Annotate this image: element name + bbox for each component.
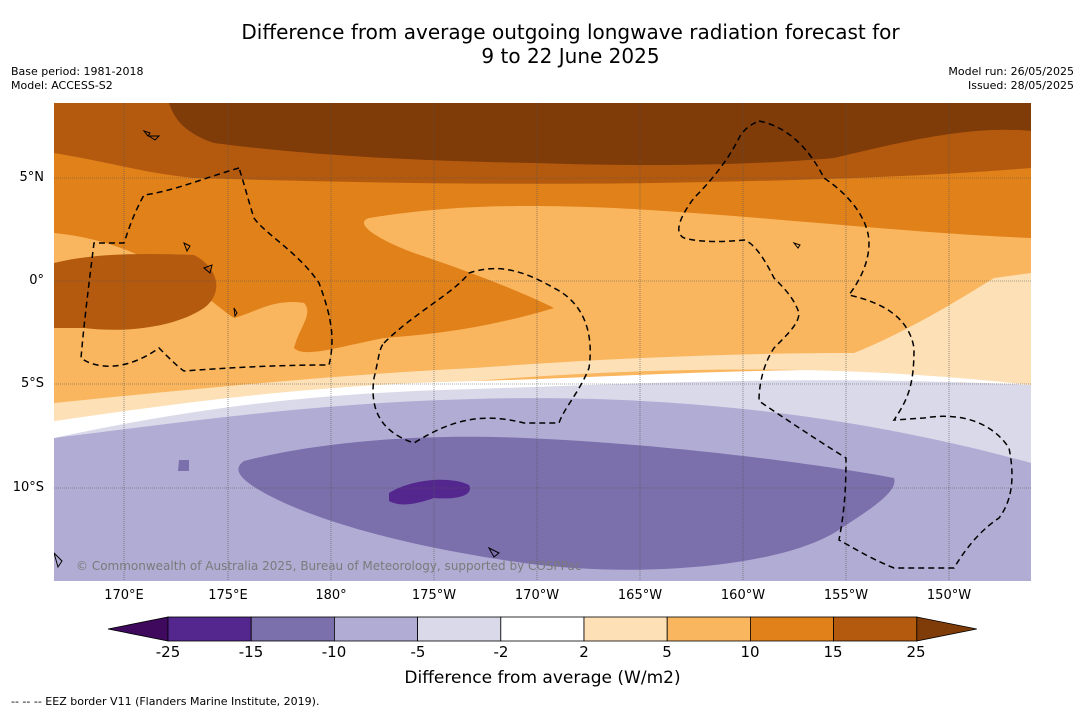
- lat-tick-5n: 5°N: [19, 170, 45, 185]
- colorbar-label: -15: [238, 643, 264, 661]
- band-over-25: [169, 103, 1031, 166]
- gridlines: [54, 103, 1031, 581]
- colorbar-cell: [250, 616, 335, 642]
- colorbar-label: 15: [823, 643, 843, 661]
- colorbar-label: -2: [493, 643, 509, 661]
- lon-tick-175e: 175°E: [208, 588, 248, 603]
- lon-tick-175w: 175°W: [411, 588, 457, 603]
- colorbar-extend-high: [916, 616, 977, 642]
- base-period-text: Base period: 1981-2018: [11, 65, 144, 78]
- lon-tick-180: 180°: [315, 588, 347, 603]
- anomaly-map[interactable]: © Commonwealth of Australia 2025, Bureau…: [54, 103, 1031, 581]
- model-text: Model: ACCESS-S2: [11, 79, 113, 92]
- lon-tick-170w: 170°W: [514, 588, 560, 603]
- colorbar-cells: [107, 616, 977, 642]
- colorbar-label: 10: [740, 643, 760, 661]
- colorbar-cell: [583, 616, 668, 642]
- band-neutral: [54, 369, 1031, 438]
- lat-tick-5s: 5°S: [20, 376, 44, 391]
- colorbar-cell: [833, 616, 918, 642]
- eez-borders: [80, 120, 1013, 569]
- island-outlines: [54, 129, 801, 569]
- colorbar: [107, 616, 977, 642]
- lon-tick-160w: 160°W: [720, 588, 766, 603]
- colorbar-label: 25: [906, 643, 926, 661]
- colorbar-title: Difference from average (W/m2): [404, 668, 681, 688]
- small-patch: [178, 460, 189, 471]
- colorbar-label: -10: [321, 643, 347, 661]
- band-minus25-to-minus15: [389, 479, 470, 505]
- colorbar-cell: [666, 616, 751, 642]
- colorbar-label: -5: [410, 643, 426, 661]
- title-line-2: 9 to 22 June 2025: [481, 44, 660, 68]
- colorbar-cell: [750, 616, 835, 642]
- lat-tick-10s: 10°S: [12, 480, 44, 495]
- eez-legend-note: -- -- -- EEZ border V11 (Flanders Marine…: [11, 695, 320, 708]
- band-minus15-to-minus10: [238, 436, 895, 570]
- colorbar-extend-low: [107, 616, 169, 642]
- colorbar-label: 2: [579, 643, 589, 661]
- metadata-left: Base period: 1981-2018 Model: ACCESS-S2: [11, 65, 143, 93]
- colorbar-label: -25: [155, 643, 181, 661]
- lon-tick-165w: 165°W: [617, 588, 663, 603]
- band-15-to-25-west: [54, 253, 217, 330]
- lat-tick-0: 0°: [29, 273, 44, 288]
- anomaly-map-svg: © Commonwealth of Australia 2025, Bureau…: [54, 103, 1031, 581]
- colorbar-cell: [333, 616, 418, 642]
- colorbar-cell: [417, 616, 502, 642]
- colorbar-cell: [500, 616, 585, 642]
- lon-tick-170e: 170°E: [104, 588, 144, 603]
- chart-title: Difference from average outgoing longwav…: [0, 20, 1085, 68]
- title-line-1: Difference from average outgoing longwav…: [241, 20, 900, 44]
- lon-tick-150w: 150°W: [926, 588, 972, 603]
- model-run-text: Model run: 26/05/2025: [948, 65, 1074, 78]
- lon-tick-155w: 155°W: [823, 588, 869, 603]
- colorbar-cell: [167, 616, 252, 642]
- metadata-right: Model run: 26/05/2025 Issued: 28/05/2025: [948, 65, 1074, 93]
- map-credit: © Commonwealth of Australia 2025, Bureau…: [76, 559, 581, 573]
- colorbar-label: 5: [662, 643, 672, 661]
- issued-text: Issued: 28/05/2025: [967, 79, 1074, 92]
